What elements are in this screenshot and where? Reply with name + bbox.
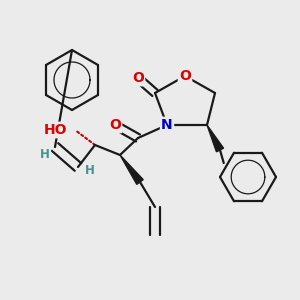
Text: N: N (161, 118, 173, 132)
Polygon shape (120, 155, 143, 184)
Text: O: O (109, 118, 121, 132)
Text: O: O (132, 71, 144, 85)
Polygon shape (207, 125, 224, 152)
Text: H: H (40, 148, 50, 161)
Text: HO: HO (44, 123, 67, 137)
Text: H: H (85, 164, 95, 178)
Text: O: O (179, 69, 191, 83)
